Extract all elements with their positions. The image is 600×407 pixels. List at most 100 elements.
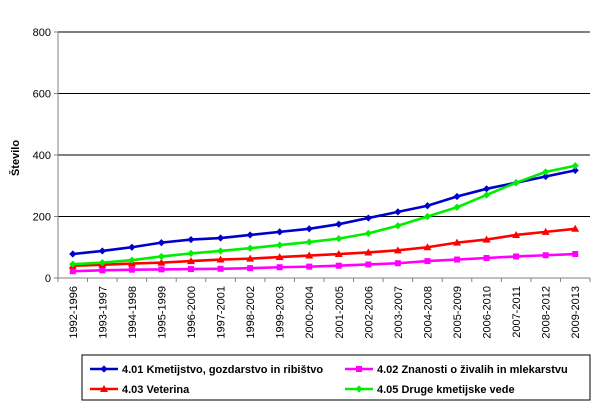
- data-point: [305, 251, 314, 259]
- x-tick-label: 2004-2008: [422, 286, 434, 339]
- legend-entry: 4.01 Kmetijstvo, gozdarstvo in ribištvo: [90, 364, 323, 376]
- x-tick-label: 2005-2009: [452, 286, 464, 339]
- data-point: [98, 259, 106, 267]
- data-point: [482, 191, 491, 199]
- x-tick-label: 2006-2010: [482, 286, 494, 339]
- data-point: [424, 258, 431, 265]
- y-tick-label: 800: [33, 27, 51, 39]
- data-point: [305, 225, 313, 233]
- data-point: [365, 261, 372, 268]
- data-point: [157, 258, 166, 266]
- data-point: [453, 192, 461, 201]
- data-point: [275, 253, 284, 261]
- data-point: [364, 214, 372, 222]
- data-point: [454, 256, 460, 263]
- x-tick-label: 1993-1997: [97, 286, 109, 339]
- legend-marker: [355, 385, 363, 393]
- legend-marker: [100, 365, 108, 373]
- data-point: [276, 241, 284, 249]
- data-point: [157, 239, 166, 247]
- legend-label: 4.03 Veterina: [122, 384, 190, 396]
- data-point: [453, 203, 461, 211]
- legend-marker: [356, 366, 362, 372]
- series-line: [72, 227, 576, 267]
- series-line: [72, 164, 576, 266]
- data-point: [512, 230, 521, 238]
- data-point: [217, 265, 224, 272]
- data-point: [128, 266, 135, 273]
- data-point: [216, 247, 225, 255]
- legend: 4.01 Kmetijstvo, gozdarstvo in ribištvo 4…: [90, 364, 568, 396]
- y-tick-label: 400: [33, 150, 51, 162]
- data-point: [394, 208, 402, 216]
- series-line: [72, 169, 576, 256]
- data-point: [393, 246, 402, 254]
- data-point: [69, 260, 77, 268]
- data-point: [364, 248, 373, 256]
- data-point: [69, 268, 76, 275]
- data-point: [99, 267, 106, 274]
- data-point: [571, 224, 580, 232]
- series-2: [69, 251, 579, 275]
- x-tick-label: 1995-1999: [156, 286, 168, 339]
- x-tick-label: 2000-2004: [304, 286, 316, 339]
- data-point: [158, 266, 165, 273]
- data-point: [187, 249, 195, 257]
- x-tick-label: 1994-1998: [127, 286, 139, 339]
- x-tick-label: 1996-2000: [186, 286, 198, 339]
- data-point: [187, 257, 195, 265]
- x-tick-label: 1999-2003: [275, 286, 287, 339]
- data-point: [98, 247, 106, 255]
- series-group: [68, 162, 580, 275]
- data-point: [69, 250, 77, 258]
- data-point: [364, 229, 372, 238]
- x-tick-label: 1998-2002: [245, 286, 257, 339]
- data-point: [542, 172, 550, 181]
- x-tick-label: 2009-2013: [570, 286, 582, 339]
- series-3: [68, 224, 580, 269]
- data-point: [423, 243, 432, 251]
- data-point: [542, 252, 549, 259]
- data-point: [482, 235, 491, 243]
- data-point: [128, 256, 136, 264]
- data-point: [571, 166, 579, 174]
- data-point: [187, 235, 195, 244]
- legend-label: 4.01 Kmetijstvo, gozdarstvo in ribištvo: [122, 364, 323, 376]
- data-point: [335, 262, 342, 269]
- y-tick-labels: 0 200 400 600 800: [33, 27, 58, 285]
- legend-marker: [100, 385, 108, 392]
- x-tick-label: 1992-1996: [68, 286, 80, 339]
- y-tick-label: 200: [33, 212, 51, 224]
- data-point: [247, 265, 254, 272]
- data-point: [276, 264, 283, 271]
- series-4: [69, 162, 579, 268]
- legend-entry: 4.05 Druge kmetijske vede: [345, 384, 515, 396]
- legend-label: 4.02 Znanosti o živalih in mlekarstvu: [377, 364, 568, 376]
- data-point: [216, 234, 225, 242]
- data-point: [246, 231, 254, 239]
- y-tick-label: 0: [45, 273, 51, 285]
- legend-label: 4.05 Druge kmetijske vede: [377, 384, 515, 396]
- data-point: [541, 227, 550, 235]
- data-point: [306, 263, 313, 270]
- x-tick-labels: 1992-1996 1993-1997 1994-1998 1995-1999 1996…: [57, 278, 591, 339]
- data-point: [572, 251, 579, 258]
- data-point: [188, 266, 194, 273]
- x-tick-label: 2007-2011: [511, 286, 523, 338]
- data-point: [216, 255, 225, 263]
- x-tick-label: 2003-2007: [393, 286, 405, 339]
- series-1: [69, 166, 579, 258]
- data-point: [483, 255, 490, 262]
- data-point: [276, 228, 284, 236]
- data-point: [246, 254, 255, 262]
- data-point: [335, 235, 343, 243]
- data-point: [157, 252, 166, 261]
- x-tick-label: 2001-2005: [334, 286, 346, 339]
- data-point: [394, 260, 401, 267]
- grid-lines: [58, 31, 590, 217]
- data-point: [335, 220, 343, 228]
- data-point: [571, 162, 579, 170]
- legend-entry: 4.03 Veterina: [90, 384, 190, 396]
- data-point: [423, 212, 432, 221]
